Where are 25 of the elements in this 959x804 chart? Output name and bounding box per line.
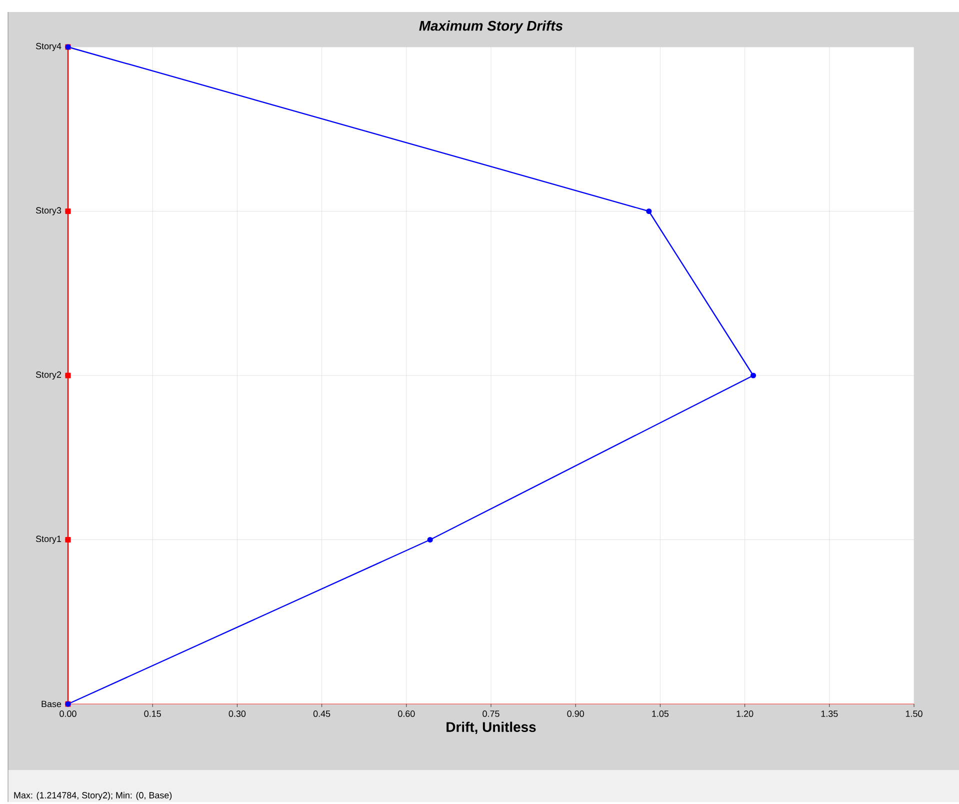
x-tick-label: 0.90 (567, 710, 584, 718)
y-tick-label: Story2 (36, 372, 62, 380)
y-tick-label: Story1 (36, 536, 62, 544)
x-axis-title: Drift, Unitless (446, 722, 536, 734)
x-tick-label: 0.45 (313, 710, 330, 718)
y-tick-label: Base (42, 701, 62, 708)
x-tick-label: 0.15 (144, 710, 161, 718)
y-tick-label: Story3 (36, 207, 62, 216)
chart-title: Maximum Story Drifts (419, 20, 563, 34)
point (427, 537, 433, 543)
x-tick-label: 0.60 (398, 710, 415, 718)
x-tick-label: 1.35 (821, 710, 838, 718)
y-tick-label: Story4 (36, 43, 62, 52)
point (646, 208, 652, 214)
point (65, 372, 71, 379)
point (65, 208, 71, 214)
x-tick-label: 0.30 (228, 710, 246, 718)
x-tick-label: 1.05 (652, 710, 669, 718)
x-tick-label: 0.00 (60, 710, 76, 718)
point (750, 372, 756, 379)
x-tick-label: 0.75 (482, 710, 500, 718)
x-tick-label: 1.20 (736, 710, 754, 718)
x-tick-label: 1.50 (906, 710, 922, 718)
point (65, 537, 71, 543)
text: Max: (1.214784, Story2); Min: (0, Base) (14, 792, 172, 800)
